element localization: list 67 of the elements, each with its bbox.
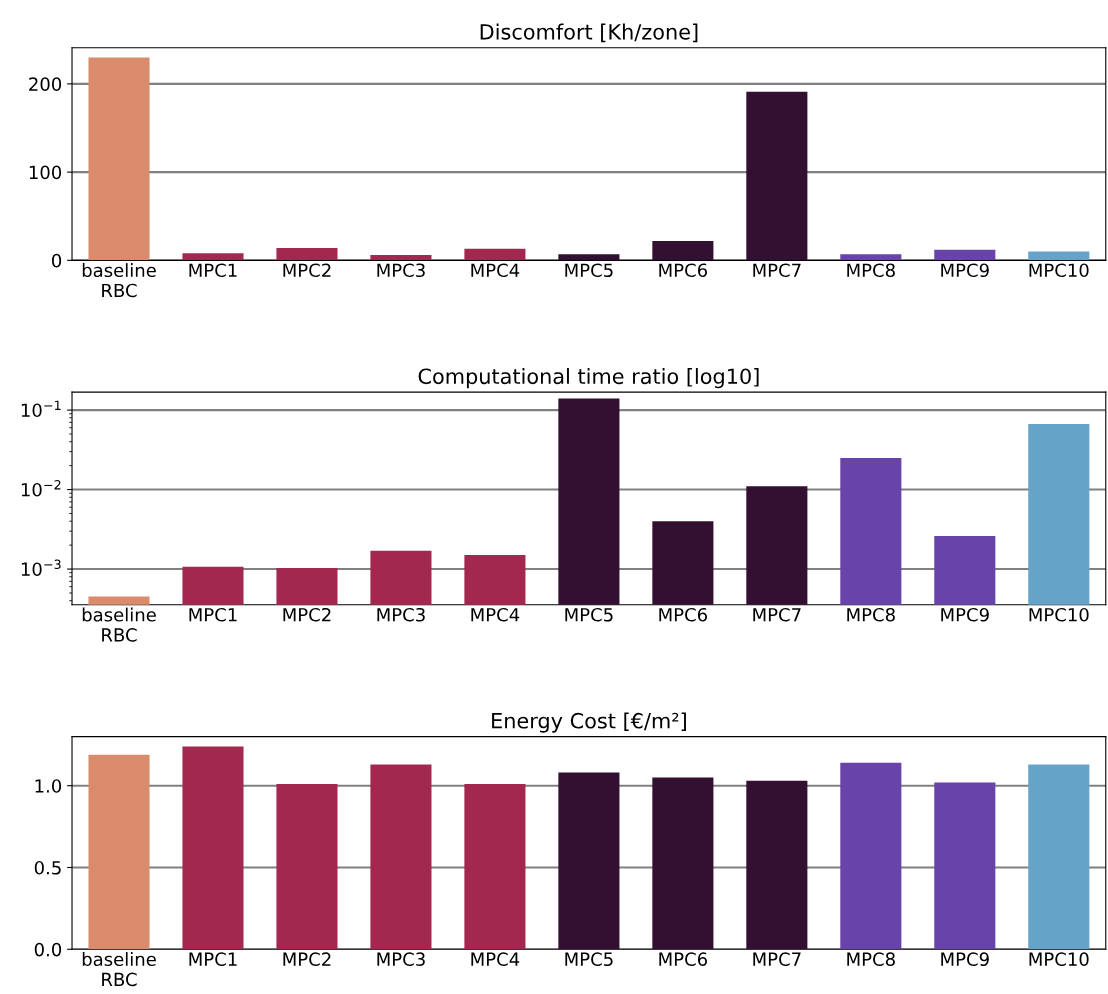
y-tick-label: 0.0 <box>34 942 62 957</box>
x-tick-label: MPC2 <box>283 263 331 278</box>
x-tick-label: baseline RBC <box>82 263 156 298</box>
x-tick-label: MPC9 <box>941 263 989 278</box>
x-tick-label: MPC6 <box>659 607 708 622</box>
y-tick-label: 100 <box>29 165 62 180</box>
x-tick-label: MPC4 <box>471 952 520 967</box>
bar <box>746 780 808 950</box>
bar <box>370 764 432 950</box>
x-tick-label: MPC10 <box>1029 607 1089 622</box>
x-tick-label: MPC8 <box>847 952 895 967</box>
bar <box>1028 764 1090 950</box>
bar <box>558 772 620 950</box>
bar <box>934 782 996 950</box>
y-tick-label: 0 <box>52 253 62 268</box>
x-tick-label: MPC9 <box>941 607 989 622</box>
y-tick-label: 10$^{−3}$ <box>21 559 61 577</box>
x-tick-label: MPC10 <box>1029 263 1089 278</box>
x-tick-label: MPC7 <box>753 263 801 278</box>
bar <box>1028 251 1090 261</box>
x-tick-label: MPC8 <box>847 263 895 278</box>
bar <box>464 248 526 261</box>
y-tick-label: 10$^{−2}$ <box>21 480 61 497</box>
x-tick-label: MPC5 <box>565 263 613 278</box>
x-tick-label: MPC5 <box>565 607 613 622</box>
x-tick-label: MPC8 <box>847 607 895 622</box>
bar <box>88 754 150 950</box>
bar <box>934 249 996 261</box>
x-tick-label: baseline RBC <box>82 952 156 987</box>
chart-title: Discomfort [Kh/zone] <box>480 23 698 43</box>
x-tick-label: MPC2 <box>283 607 331 622</box>
x-tick-label: MPC3 <box>377 263 425 278</box>
x-tick-label: MPC5 <box>565 952 613 967</box>
chart-title: Energy Cost [€/m²] <box>492 712 686 733</box>
chart-title: Computational time ratio [log10] <box>418 368 759 389</box>
bar <box>840 762 902 950</box>
bar <box>558 254 620 261</box>
bar <box>182 746 244 950</box>
bar <box>652 240 714 261</box>
bar <box>840 254 902 261</box>
x-tick-label: MPC7 <box>753 952 801 967</box>
x-tick-label: MPC9 <box>941 952 989 967</box>
bar <box>276 784 338 950</box>
bar <box>276 247 338 261</box>
y-tick-label: 10$^{−1}$ <box>21 400 61 418</box>
x-tick-label: MPC7 <box>753 607 801 622</box>
x-tick-label: baseline RBC <box>82 607 156 642</box>
bar <box>464 784 526 950</box>
x-tick-label: MPC1 <box>189 952 237 967</box>
x-tick-label: MPC10 <box>1029 952 1089 967</box>
x-tick-label: MPC4 <box>471 607 520 622</box>
bar <box>88 57 150 261</box>
x-tick-label: MPC6 <box>659 952 708 967</box>
y-tick-label: 0.5 <box>34 860 61 875</box>
bar <box>746 91 808 261</box>
x-tick-label: MPC1 <box>189 607 237 622</box>
x-tick-label: MPC3 <box>377 952 425 967</box>
x-tick-label: MPC1 <box>189 263 237 278</box>
bar <box>652 777 714 950</box>
x-tick-label: MPC2 <box>283 952 331 967</box>
bar <box>182 253 244 261</box>
x-tick-label: MPC3 <box>377 607 425 622</box>
x-tick-label: MPC6 <box>659 263 708 278</box>
y-tick-label: 1.0 <box>35 779 62 793</box>
x-tick-label: MPC4 <box>471 263 520 278</box>
y-tick-label: 200 <box>29 77 62 91</box>
bar <box>370 255 432 261</box>
